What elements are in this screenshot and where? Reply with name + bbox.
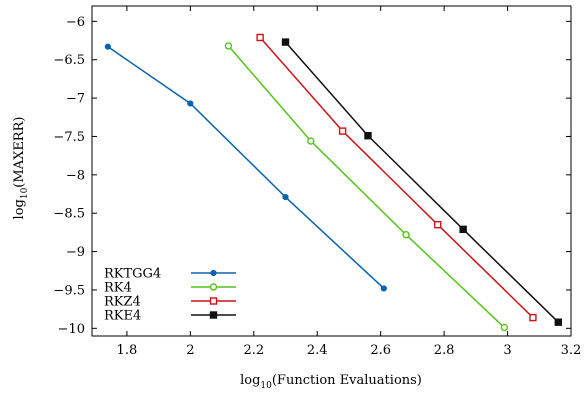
series-line-rk4 xyxy=(227,45,505,329)
data-point-rkz4 xyxy=(529,313,537,322)
legend-marker-rke4 xyxy=(209,311,218,319)
y-tick-label: −7.5 xyxy=(53,130,85,145)
series-line-rktgg4 xyxy=(107,46,385,289)
legend-marker-rktgg4 xyxy=(210,269,217,277)
y-tick-label: −7 xyxy=(66,92,85,107)
data-point-rktgg4 xyxy=(104,43,111,50)
data-point-rkz4 xyxy=(338,127,347,135)
x-tick-label: 2.2 xyxy=(243,343,264,358)
data-point-rke4 xyxy=(459,225,467,234)
y-tick-label: −9 xyxy=(66,245,85,260)
data-point-rk4 xyxy=(402,230,410,239)
x-tick-label: 3 xyxy=(503,343,511,358)
data-point-rk4 xyxy=(307,137,315,145)
legend-label-rktgg4: RKTGG4 xyxy=(104,267,161,282)
data-point-rktgg4 xyxy=(380,285,387,292)
x-tick-label: 2.8 xyxy=(434,343,455,358)
y-tick-label: −9.5 xyxy=(53,283,85,298)
x-axis-title: log10(Function Evaluations) xyxy=(240,373,422,391)
data-point-rk4 xyxy=(224,42,233,50)
y-tick-label: −6 xyxy=(66,15,85,30)
x-tick-label: 3.2 xyxy=(561,343,582,358)
y-tick-label: −6.5 xyxy=(53,53,85,68)
legend-label-rkz4: RKZ4 xyxy=(104,295,141,310)
data-point-rktgg4 xyxy=(282,193,289,201)
x-tick-label: 1.8 xyxy=(117,343,138,358)
legend-label-rke4: RKE4 xyxy=(104,309,141,324)
y-axis-title: log10(MAXERR) xyxy=(12,117,30,220)
data-point-rkz4 xyxy=(434,221,442,229)
y-tick-label: −8 xyxy=(66,168,85,183)
legend-marker-rk4 xyxy=(209,283,218,291)
y-tick-label: −10 xyxy=(58,322,85,337)
data-point-rk4 xyxy=(500,323,509,332)
series-line-rkz4 xyxy=(259,36,534,319)
legend-marker-rkz4 xyxy=(209,297,218,305)
x-tick-label: 2 xyxy=(186,343,194,358)
x-tick-label: 2.4 xyxy=(307,343,328,358)
data-point-rkz4 xyxy=(256,33,264,42)
y-tick-label: −8.5 xyxy=(53,207,85,222)
data-point-rke4 xyxy=(554,318,563,326)
data-point-rktgg4 xyxy=(187,100,194,107)
data-point-rke4 xyxy=(281,38,290,46)
plot-frame xyxy=(91,5,572,337)
legend-label-rk4: RK4 xyxy=(104,281,132,296)
data-point-rke4 xyxy=(364,131,372,140)
series-line-rke4 xyxy=(284,41,559,323)
plot-layer: 1.8 2 2.2 2.4 2.6 2.8 3 3.2 −6 −6.5 −7 −7.5 −8 −8.5 −9… xyxy=(53,5,582,358)
x-tick-label: 2.6 xyxy=(370,343,391,358)
